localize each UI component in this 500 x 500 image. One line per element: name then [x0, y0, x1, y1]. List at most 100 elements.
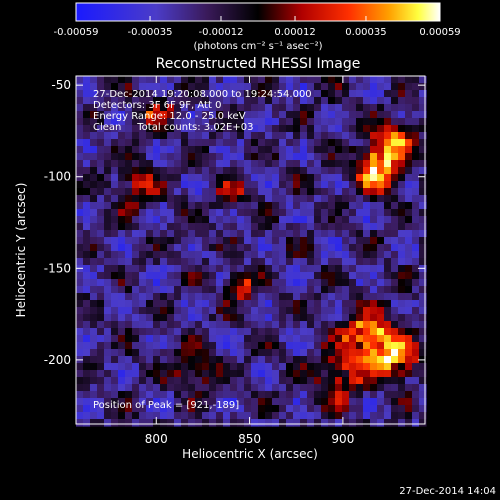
heatmap-cell: [321, 132, 329, 140]
heatmap-cell: [90, 300, 98, 308]
heatmap-cell: [76, 377, 84, 385]
heatmap-cell: [286, 132, 294, 140]
heatmap-cell: [167, 160, 175, 168]
heatmap-cell: [160, 321, 168, 329]
heatmap-cell: [370, 132, 378, 140]
heatmap-cell: [195, 384, 203, 392]
heatmap-cell: [370, 321, 378, 329]
heatmap-cell: [104, 202, 112, 210]
heatmap-cell: [118, 181, 126, 189]
heatmap-cell: [139, 370, 147, 378]
heatmap-cell: [300, 377, 308, 385]
heatmap-cell: [118, 328, 126, 336]
heatmap-cell: [76, 146, 84, 154]
heatmap-cell: [377, 265, 385, 273]
heatmap-cell: [335, 244, 343, 252]
heatmap-cell: [90, 237, 98, 245]
heatmap-cell: [202, 398, 210, 406]
heatmap-cell: [321, 160, 329, 168]
heatmap-cell: [258, 384, 266, 392]
heatmap-cell: [139, 216, 147, 224]
heatmap-cell: [370, 251, 378, 259]
heatmap-cell: [90, 209, 98, 217]
heatmap-cell: [188, 167, 196, 175]
heatmap-cell: [244, 391, 252, 399]
heatmap-cell: [258, 118, 266, 126]
heatmap-cell: [405, 188, 413, 196]
heatmap-cell: [342, 251, 350, 259]
heatmap-cell: [321, 405, 329, 413]
heatmap-cell: [258, 146, 266, 154]
heatmap-cell: [167, 188, 175, 196]
heatmap-cell: [223, 349, 231, 357]
heatmap-cell: [321, 293, 329, 301]
heatmap-cell: [363, 195, 371, 203]
heatmap-cell: [146, 335, 154, 343]
heatmap-cell: [83, 181, 91, 189]
heatmap-cell: [335, 153, 343, 161]
heatmap-cell: [195, 202, 203, 210]
heatmap-cell: [300, 279, 308, 287]
heatmap-cell: [104, 83, 112, 91]
heatmap-cell: [83, 328, 91, 336]
heatmap-cell: [293, 118, 301, 126]
heatmap-cell: [83, 258, 91, 266]
heatmap-cell: [139, 405, 147, 413]
heatmap-cell: [230, 146, 238, 154]
heatmap-cell: [391, 153, 399, 161]
heatmap-cell: [384, 104, 392, 112]
heatmap-cell: [83, 279, 91, 287]
heatmap-cell: [104, 293, 112, 301]
heatmap-cell: [293, 188, 301, 196]
heatmap-cell: [307, 202, 315, 210]
heatmap-cell: [181, 209, 189, 217]
heatmap-cell: [209, 97, 217, 105]
heatmap-cell: [125, 167, 133, 175]
heatmap-cell: [321, 265, 329, 273]
heatmap-cell: [307, 314, 315, 322]
heatmap-cell: [419, 391, 427, 399]
heatmap-cell: [419, 139, 427, 147]
heatmap-cell: [188, 104, 196, 112]
heatmap-cell: [398, 293, 406, 301]
heatmap-cell: [391, 125, 399, 133]
heatmap-cell: [216, 139, 224, 147]
heatmap-cell: [153, 181, 161, 189]
heatmap-cell: [293, 251, 301, 259]
heatmap-cell: [321, 272, 329, 280]
heatmap-cell: [363, 146, 371, 154]
heatmap-cell: [202, 90, 210, 98]
heatmap-cell: [370, 160, 378, 168]
heatmap-cell: [209, 321, 217, 329]
heatmap-cell: [363, 356, 371, 364]
heatmap-cell: [153, 230, 161, 238]
heatmap-cell: [342, 384, 350, 392]
heatmap-cell: [314, 349, 322, 357]
heatmap-cell: [160, 230, 168, 238]
heatmap-cell: [272, 118, 280, 126]
heatmap-cell: [216, 419, 224, 427]
heatmap-cell: [76, 405, 84, 413]
heatmap-cell: [419, 419, 427, 427]
heatmap-cell: [153, 279, 161, 287]
heatmap-cell: [370, 314, 378, 322]
heatmap-cell: [132, 265, 140, 273]
heatmap-cell: [174, 293, 182, 301]
heatmap-cell: [237, 118, 245, 126]
heatmap-cell: [139, 104, 147, 112]
heatmap-cell: [258, 363, 266, 371]
heatmap-cell: [188, 188, 196, 196]
heatmap-cell: [405, 412, 413, 420]
heatmap-cell: [384, 76, 392, 84]
heatmap-cell: [321, 111, 329, 119]
heatmap-cell: [160, 118, 168, 126]
heatmap-cell: [104, 153, 112, 161]
heatmap-cell: [398, 300, 406, 308]
heatmap-cell: [258, 272, 266, 280]
heatmap-cell: [125, 384, 133, 392]
heatmap-cell: [300, 356, 308, 364]
heatmap-cell: [230, 377, 238, 385]
heatmap-cell: [321, 321, 329, 329]
heatmap-cell: [111, 160, 119, 168]
heatmap-cell: [300, 370, 308, 378]
